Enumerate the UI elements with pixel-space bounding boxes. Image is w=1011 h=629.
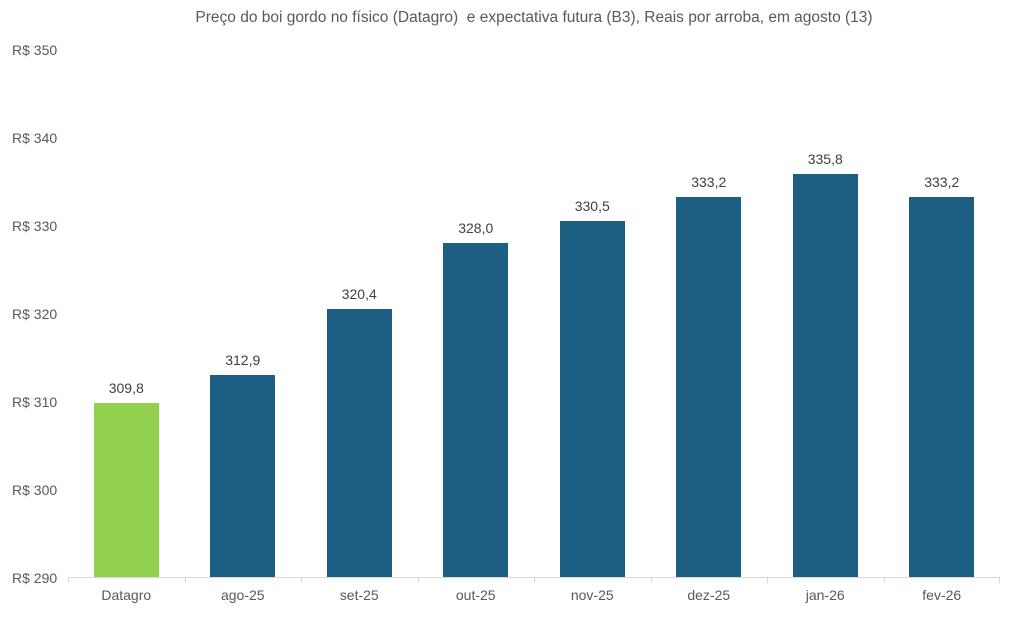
x-axis-label-out-25: out-25	[455, 587, 496, 603]
plot-area: 309,8 312,9 320,4 328,0 330,5 333,2 335,8 333,2	[68, 50, 1001, 583]
y-axis-label: R$ 350	[12, 42, 58, 58]
bar-out-25	[443, 242, 509, 577]
y-axis-label: R$ 340	[12, 130, 58, 146]
bar-value-label: 330,5	[574, 197, 610, 214]
y-axis-label: R$ 290	[12, 570, 58, 586]
bar-slot-datagro: 309,8	[68, 50, 185, 577]
bar-value-label: 309,8	[108, 379, 144, 396]
bar-set-25	[326, 309, 392, 577]
x-axis-label-jan-26: jan-26	[805, 587, 845, 603]
bar-value-label: 328,0	[458, 219, 494, 236]
bar-slot-set-25: 320,4	[301, 50, 418, 577]
bar-value-label: 333,2	[924, 173, 960, 190]
bar-slot-dez-25: 333,2	[651, 50, 768, 577]
x-axis-label-set-25: set-25	[339, 587, 379, 603]
bar-value-label: 312,9	[225, 352, 261, 369]
x-axis-tick	[534, 577, 535, 583]
bar-fev-26	[909, 196, 975, 577]
x-axis-tick	[650, 577, 652, 583]
x-axis-tick	[883, 577, 885, 583]
y-axis-label: R$ 320	[12, 306, 58, 322]
x-axis-tick	[301, 577, 302, 583]
x-axis-tick	[417, 577, 419, 583]
bar-ago-25	[210, 375, 276, 577]
bar-value-label: 333,2	[691, 173, 727, 190]
y-axis-label: R$ 300	[12, 482, 58, 498]
bar-jan-26	[792, 173, 858, 577]
x-axis-label-fev-26: fev-26	[922, 587, 962, 603]
x-axis-tick	[68, 577, 69, 583]
x-axis-label-ago-25: ago-25	[220, 587, 265, 603]
bar-datagro	[93, 402, 159, 577]
bar-slot-ago-25: 312,9	[185, 50, 302, 577]
bar-value-label: 320,4	[341, 286, 377, 303]
y-axis-label: R$ 310	[12, 394, 58, 410]
x-axis-label-nov-25: nov-25	[570, 587, 614, 603]
x-axis-tick	[999, 577, 1000, 583]
bar-slot-jan-26: 335,8	[767, 50, 884, 577]
chart-title: Preço do boi gordo no físico (Datagro) e…	[195, 9, 873, 26]
bar-nov-25	[559, 220, 625, 577]
y-axis-label: R$ 330	[12, 218, 58, 234]
x-axis-label-dez-25: dez-25	[687, 587, 731, 603]
bar-dez-25	[676, 196, 742, 577]
bar-slot-fev-26: 333,2	[884, 50, 1001, 577]
x-axis-tick	[767, 577, 768, 583]
bar-slot-out-25: 328,0	[418, 50, 535, 577]
bar-value-label: 335,8	[807, 150, 843, 167]
x-axis-label-datagro: Datagro	[101, 587, 152, 603]
y-axis: R$ 350 R$ 340 R$ 330 R$ 320 R$ 310 R$ 300 R$ 2…	[0, 42, 68, 586]
x-axis: Datagro ago-25 set-25 out-25 nov-25 dez-25 jan…	[68, 579, 1000, 603]
x-axis-tick	[184, 577, 186, 583]
bar-slot-nov-25: 330,5	[534, 50, 651, 577]
